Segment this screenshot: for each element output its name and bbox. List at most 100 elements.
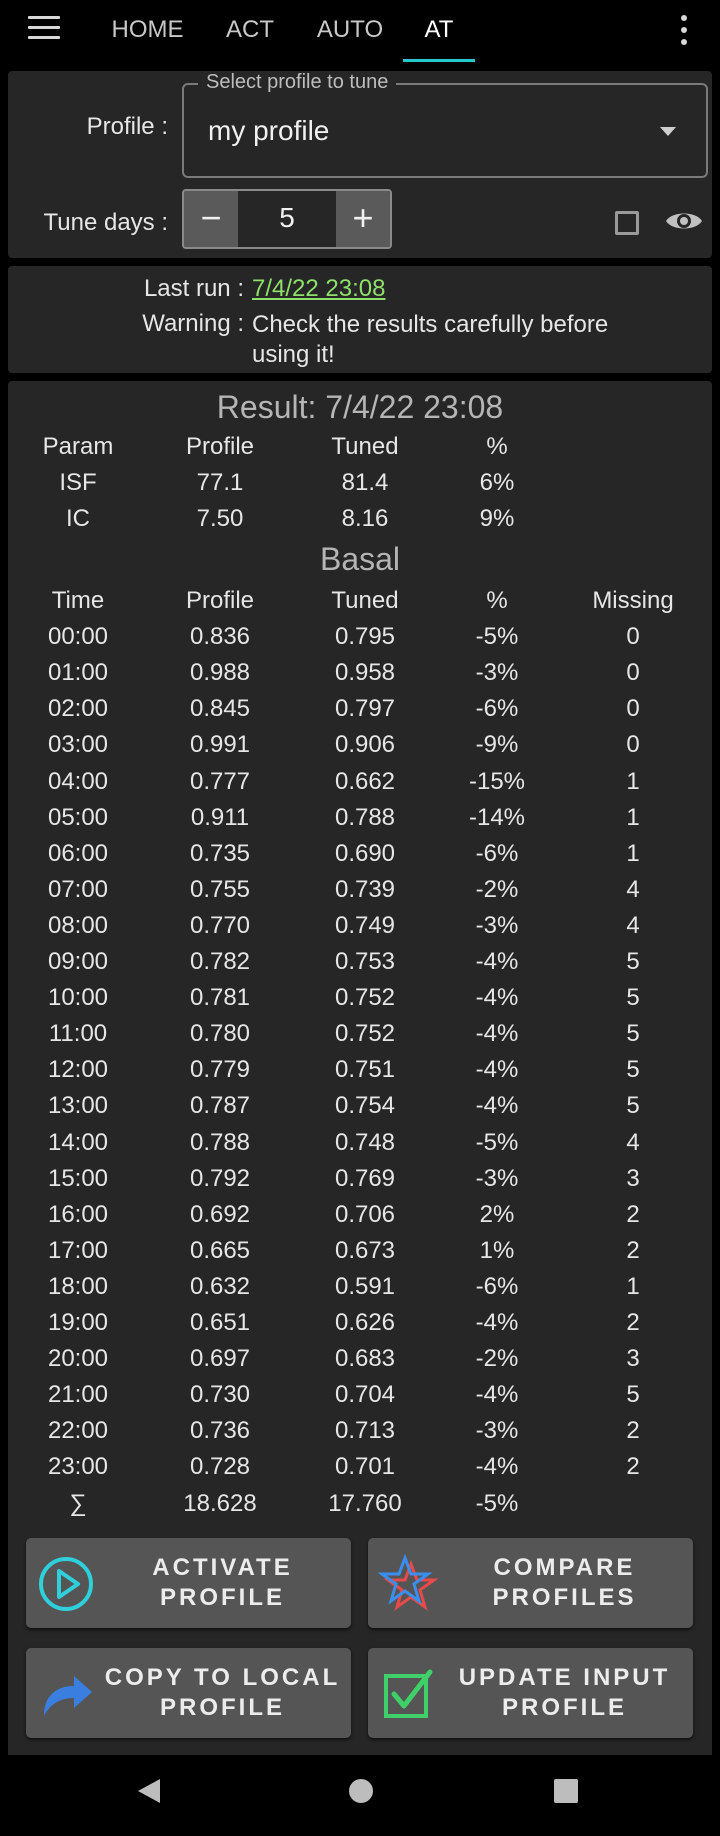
- table-cell: -14%: [468, 804, 526, 831]
- table-cell: 0.730: [189, 1381, 251, 1408]
- table-row: 20:00 0.697 0.683 -2% 3: [8, 1345, 712, 1379]
- table-cell: 06:00: [47, 840, 109, 867]
- table-cell: IC: [66, 505, 90, 532]
- table-cell: -4%: [475, 984, 519, 1011]
- table-cell: 5: [626, 984, 640, 1011]
- show-checkbox[interactable]: [615, 211, 639, 235]
- table-cell: 2: [626, 1201, 640, 1228]
- table-cell: 81.4: [341, 469, 389, 496]
- table-cell: 0.777: [189, 768, 251, 795]
- back-icon[interactable]: [136, 1777, 162, 1805]
- table-cell: -3%: [475, 912, 519, 939]
- update-input-profile-button[interactable]: UPDATE INPUT PROFILE: [368, 1648, 693, 1738]
- compare-profiles-button[interactable]: COMPARE PROFILES: [368, 1538, 693, 1628]
- table-cell: 5: [626, 1381, 640, 1408]
- table-cell: 0.988: [189, 659, 251, 686]
- table-cell: 0.795: [334, 623, 396, 650]
- checkbox-checked-icon: [384, 1669, 433, 1718]
- table-cell: -3%: [475, 1417, 519, 1444]
- table-cell: %: [486, 587, 508, 614]
- table-cell: 2: [626, 1309, 640, 1336]
- table-cell: 0.788: [189, 1129, 251, 1156]
- table-cell: 0.753: [334, 948, 396, 975]
- tune-days-label: Tune days :: [43, 209, 168, 236]
- table-cell: 0.780: [189, 1020, 251, 1047]
- table-cell: 0.749: [334, 912, 396, 939]
- table-cell: 5: [626, 1092, 640, 1119]
- recents-icon[interactable]: [554, 1779, 578, 1803]
- table-cell: 0.690: [334, 840, 396, 867]
- table-cell: 0.797: [334, 695, 396, 722]
- table-cell: 0.755: [189, 876, 251, 903]
- tab-home[interactable]: HOME: [111, 16, 184, 43]
- table-cell: -5%: [475, 623, 519, 650]
- table-cell: 4: [626, 1129, 640, 1156]
- table-cell: Tuned: [331, 587, 399, 614]
- table-row: 15:00 0.792 0.769 -3% 3: [8, 1165, 712, 1199]
- copy-to-local-profile-button[interactable]: COPY TO LOCAL PROFILE: [26, 1648, 351, 1738]
- table-row: 17:00 0.665 0.673 1% 2: [8, 1237, 712, 1271]
- table-cell: Tuned: [331, 433, 399, 460]
- table-cell: 0.787: [189, 1092, 251, 1119]
- table-cell: -3%: [475, 1165, 519, 1192]
- table-cell: 6%: [479, 469, 515, 496]
- table-cell: 05:00: [47, 804, 109, 831]
- table-cell: 0.958: [334, 659, 396, 686]
- table-cell: -4%: [475, 948, 519, 975]
- table-row: 00:00 0.836 0.795 -5% 0: [8, 623, 712, 657]
- tune-days-value[interactable]: 5: [238, 191, 336, 247]
- last-run-link[interactable]: 7/4/22 23:08: [252, 275, 386, 302]
- table-cell: 0.836: [189, 623, 251, 650]
- basal-table: Time Profile Tuned% Missing 00:00 0.836 0.795 -…: [8, 587, 712, 1517]
- profile-panel: Profile : Select profile to tune my prof…: [8, 71, 712, 258]
- table-cell: 0.651: [189, 1309, 251, 1336]
- home-icon[interactable]: [348, 1778, 374, 1804]
- menu-icon[interactable]: [28, 16, 60, 40]
- more-options-icon[interactable]: [681, 15, 687, 45]
- activate-profile-button[interactable]: ACTIVATE PROFILE: [26, 1538, 351, 1628]
- result-title: Result: 7/4/22 23:08: [216, 389, 504, 425]
- eye-icon[interactable]: [664, 207, 704, 235]
- result-panel: Result: 7/4/22 23:08 Param Profile Tuned% I…: [8, 381, 712, 1759]
- table-cell: 0.591: [334, 1273, 396, 1300]
- table-cell: 1: [626, 1273, 640, 1300]
- update-input-line2: PROFILE: [501, 1694, 627, 1721]
- table-cell: -4%: [475, 1092, 519, 1119]
- update-input-line1: UPDATE INPUT: [458, 1664, 671, 1691]
- table-cell: 0.752: [334, 984, 396, 1011]
- basal-title: Basal: [319, 541, 401, 577]
- table-header-row: Param Profile Tuned%: [8, 433, 712, 467]
- table-cell: -4%: [475, 1309, 519, 1336]
- table-cell: 01:00: [47, 659, 109, 686]
- table-cell: -5%: [475, 1490, 519, 1517]
- profile-label: Profile :: [86, 113, 168, 140]
- table-cell: 18.628: [183, 1490, 257, 1517]
- warning-label: Warning :: [142, 310, 244, 337]
- copy-to-local-line1: COPY TO LOCAL: [104, 1664, 341, 1691]
- table-cell: 0.782: [189, 948, 251, 975]
- table-cell: 0.752: [334, 1020, 396, 1047]
- table-row: 03:00 0.991 0.906 -9% 0: [8, 731, 712, 765]
- table-cell: -2%: [475, 876, 519, 903]
- table-cell: 5: [626, 948, 640, 975]
- table-cell: 0: [626, 623, 640, 650]
- table-cell: Param: [42, 433, 114, 460]
- table-cell: 0.632: [189, 1273, 251, 1300]
- increment-button[interactable]: +: [336, 191, 390, 247]
- table-cell: -3%: [475, 659, 519, 686]
- warning-text: Check the results carefully before using…: [252, 311, 609, 368]
- tab-act[interactable]: ACT: [226, 16, 274, 43]
- table-cell: 9%: [479, 505, 515, 532]
- profile-select[interactable]: Select profile to tune my profile: [182, 71, 708, 178]
- table-cell: 0.735: [189, 840, 251, 867]
- stars-icon: [378, 1554, 438, 1611]
- decrement-button[interactable]: −: [184, 191, 238, 247]
- tab-at[interactable]: AT: [403, 0, 475, 62]
- table-row: 07:00 0.755 0.739 -2% 4: [8, 876, 712, 910]
- table-row: 02:00 0.845 0.797 -6% 0: [8, 695, 712, 729]
- table-cell: 0.673: [334, 1237, 396, 1264]
- table-cell: ∑: [69, 1490, 87, 1517]
- table-cell: -4%: [475, 1020, 519, 1047]
- table-cell: 2: [626, 1453, 640, 1480]
- tab-auto[interactable]: AUTO: [316, 16, 384, 43]
